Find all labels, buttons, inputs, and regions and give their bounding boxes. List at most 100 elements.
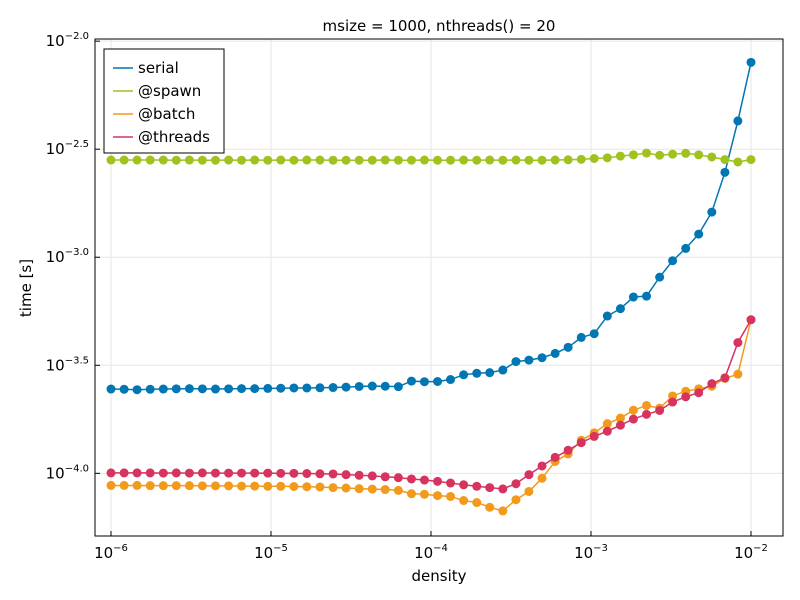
data-point bbox=[498, 506, 508, 516]
data-point bbox=[655, 405, 665, 415]
data-point bbox=[184, 468, 194, 478]
data-point bbox=[393, 382, 403, 392]
data-point bbox=[746, 155, 756, 165]
data-point bbox=[602, 311, 612, 321]
data-point bbox=[681, 243, 691, 253]
data-point bbox=[119, 384, 129, 394]
data-point bbox=[158, 468, 168, 478]
legend-item-spawn: @spawn bbox=[113, 82, 201, 100]
data-point bbox=[106, 155, 116, 165]
data-point bbox=[511, 495, 521, 505]
data-point bbox=[263, 155, 273, 165]
data-point bbox=[576, 154, 586, 164]
legend-label: @batch bbox=[138, 105, 195, 123]
data-point bbox=[446, 491, 456, 501]
data-point bbox=[472, 368, 482, 378]
data-point bbox=[446, 155, 456, 165]
plot-frame bbox=[94, 38, 784, 537]
data-point bbox=[668, 149, 678, 159]
data-point bbox=[132, 155, 142, 165]
data-point bbox=[341, 483, 351, 493]
data-point bbox=[106, 384, 116, 394]
data-point bbox=[720, 155, 730, 165]
data-point bbox=[289, 383, 299, 393]
y-tick-label: 10−3.5 bbox=[46, 355, 89, 374]
data-point bbox=[315, 482, 325, 492]
data-point bbox=[250, 155, 260, 165]
data-point bbox=[302, 155, 312, 165]
data-point bbox=[419, 475, 429, 485]
data-point bbox=[367, 155, 377, 165]
data-point bbox=[655, 150, 665, 160]
data-point bbox=[380, 485, 390, 495]
data-point bbox=[224, 481, 234, 491]
data-point bbox=[576, 438, 586, 448]
data-point bbox=[615, 420, 625, 430]
data-point bbox=[367, 471, 377, 481]
data-point bbox=[263, 468, 273, 478]
data-point bbox=[602, 426, 612, 436]
series-threads bbox=[106, 315, 756, 494]
data-point bbox=[733, 116, 743, 126]
data-point bbox=[197, 481, 207, 491]
data-point bbox=[197, 155, 207, 165]
grid-lines bbox=[95, 39, 783, 536]
data-point bbox=[197, 384, 207, 394]
data-point bbox=[276, 481, 286, 491]
data-point bbox=[668, 397, 678, 407]
series-serial bbox=[106, 57, 756, 395]
data-point bbox=[681, 392, 691, 402]
data-point bbox=[119, 468, 129, 478]
data-point bbox=[642, 148, 652, 158]
data-point bbox=[302, 469, 312, 479]
data-point bbox=[485, 502, 495, 512]
data-point bbox=[210, 468, 220, 478]
series-spawn bbox=[106, 148, 756, 167]
data-point bbox=[406, 474, 416, 484]
data-point bbox=[184, 384, 194, 394]
data-point bbox=[106, 480, 116, 490]
data-point bbox=[210, 384, 220, 394]
data-point bbox=[628, 414, 638, 424]
legend-label: @threads bbox=[138, 128, 210, 146]
data-point bbox=[524, 486, 534, 496]
data-point bbox=[237, 468, 247, 478]
data-point bbox=[119, 480, 129, 490]
data-point bbox=[602, 419, 612, 429]
y-tick-label: 10−2.0 bbox=[46, 31, 89, 50]
data-point bbox=[655, 272, 665, 282]
data-point bbox=[733, 157, 743, 167]
data-point bbox=[642, 400, 652, 410]
data-point bbox=[145, 468, 155, 478]
data-point bbox=[393, 485, 403, 495]
data-point bbox=[158, 481, 168, 491]
data-point bbox=[289, 482, 299, 492]
data-point bbox=[237, 155, 247, 165]
data-point bbox=[302, 482, 312, 492]
tick-marks bbox=[95, 40, 752, 536]
data-point bbox=[380, 381, 390, 391]
data-point bbox=[733, 338, 743, 348]
data-point bbox=[354, 155, 364, 165]
data-point bbox=[171, 468, 181, 478]
data-point bbox=[694, 388, 704, 398]
data-point bbox=[250, 384, 260, 394]
data-point bbox=[419, 377, 429, 387]
y-tick-label: 10−2.5 bbox=[46, 139, 89, 158]
data-point bbox=[589, 153, 599, 163]
data-point bbox=[171, 155, 181, 165]
data-point bbox=[615, 413, 625, 423]
legend-item-batch: @batch bbox=[113, 105, 195, 123]
data-point bbox=[589, 431, 599, 441]
data-point bbox=[210, 155, 220, 165]
x-tick-labels: 10−6 10−5 10−4 10−3 10−2 bbox=[94, 543, 768, 562]
data-point bbox=[511, 357, 521, 367]
data-point bbox=[419, 489, 429, 499]
x-tick-label: 10−2 bbox=[734, 543, 768, 562]
data-point bbox=[537, 473, 547, 483]
data-point bbox=[681, 148, 691, 158]
data-point bbox=[315, 155, 325, 165]
data-point bbox=[615, 151, 625, 161]
data-point bbox=[550, 155, 560, 165]
